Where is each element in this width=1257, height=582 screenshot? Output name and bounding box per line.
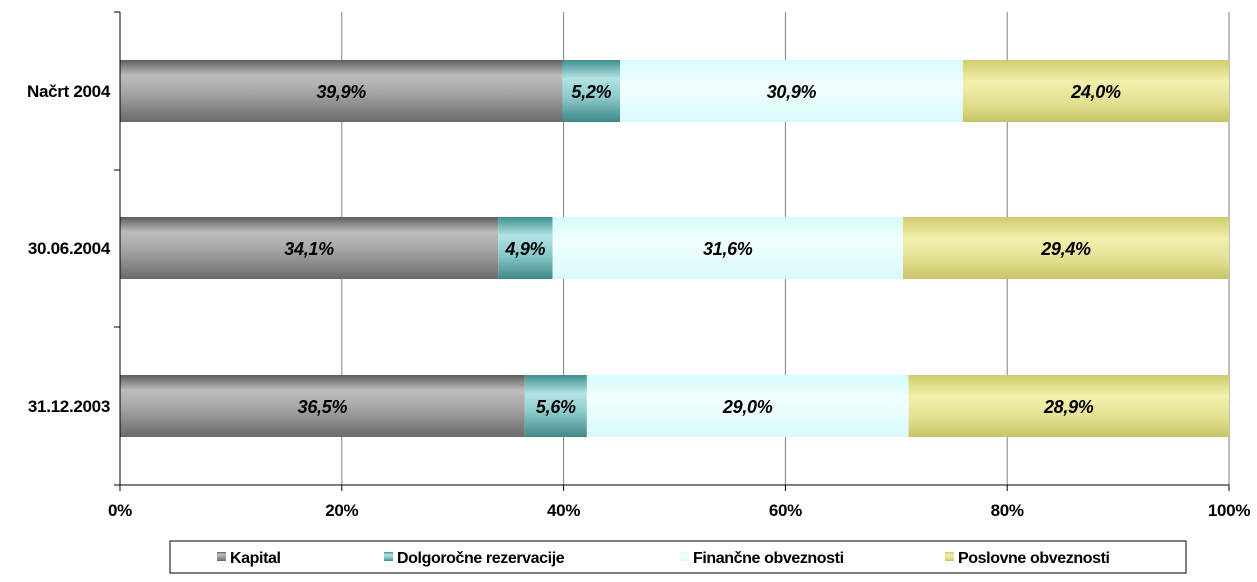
data-label: 30,9% (767, 82, 817, 102)
x-tick-label: 0% (108, 501, 132, 520)
data-label: 29,4% (1040, 239, 1091, 259)
legend-label: Poslovne obveznosti (958, 550, 1110, 567)
legend-label: Dolgoročne rezervacije (397, 550, 565, 567)
x-tick-label: 60% (769, 501, 802, 520)
legend: Kapital Dolgoročne rezervacije Finančne ob… (170, 541, 1186, 573)
category-label: Načrt 2004 (27, 82, 111, 101)
x-tick-label: 20% (325, 501, 358, 520)
legend-swatch (680, 552, 689, 561)
legend-label: Finančne obveznosti (693, 550, 844, 567)
x-tick-label: 80% (991, 501, 1024, 520)
category-label: 30.06.2004 (28, 239, 111, 258)
data-label: 34,1% (284, 239, 334, 259)
data-label: 39,9% (316, 82, 366, 102)
legend-swatch (217, 552, 226, 561)
data-label: 24,0% (1070, 82, 1121, 102)
data-label: 31,6% (703, 239, 753, 259)
data-label: 5,6% (536, 397, 576, 417)
data-label: 28,9% (1043, 397, 1094, 417)
data-label: 36,5% (298, 397, 348, 417)
x-tick-label: 40% (547, 501, 580, 520)
data-label: 5,2% (571, 82, 611, 102)
data-label: 29,0% (722, 397, 773, 417)
x-tick-label: 100% (1208, 501, 1250, 520)
legend-label: Kapital (230, 550, 281, 567)
data-label: 4,9% (504, 239, 545, 259)
legend-swatch (384, 552, 393, 561)
legend-swatch (945, 552, 954, 561)
category-label: 31.12.2003 (28, 397, 110, 416)
